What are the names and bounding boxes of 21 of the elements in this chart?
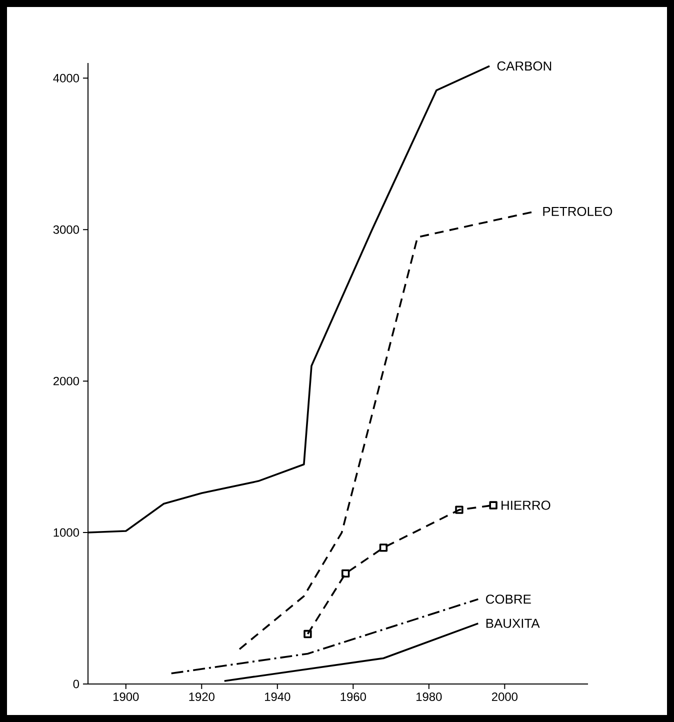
- y-tick-label: 4000: [53, 74, 80, 82]
- y-tick-label: 1000: [54, 528, 80, 537]
- x-tick-label: 1900: [113, 692, 139, 701]
- x-tick-label: 1920: [189, 692, 214, 701]
- point: [341, 569, 350, 578]
- x-tick-label: 1980: [416, 692, 442, 701]
- point: [489, 501, 498, 510]
- point: [455, 506, 464, 514]
- series-label: BAUXITA: [486, 618, 540, 628]
- point: [304, 630, 312, 638]
- x-tick-label: 2000: [492, 692, 518, 701]
- series-label: PETROLEO: [543, 206, 612, 216]
- series-label: HIERRO: [502, 500, 550, 510]
- y-tick-label: 3000: [53, 225, 80, 234]
- point: [379, 544, 388, 552]
- series-label: CARBON: [497, 61, 552, 71]
- series-label: COBRE: [486, 594, 531, 604]
- y-tick-label: 0: [73, 680, 80, 688]
- x-tick-label: 1940: [265, 692, 290, 701]
- y-tick-label: 2000: [53, 376, 80, 386]
- x-tick-label: 1960: [340, 692, 366, 701]
